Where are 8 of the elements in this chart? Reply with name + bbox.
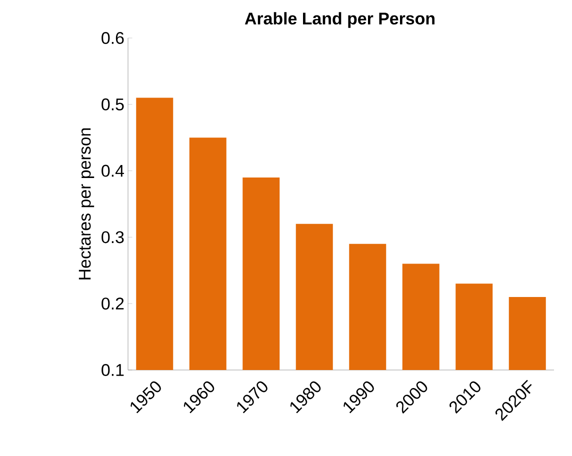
chart-title: Arable Land per Person [244,12,434,28]
y-tick-label: 0.3 [102,231,124,244]
y-tick-label: 0.4 [102,164,124,177]
y-tick-label: 0.2 [102,298,124,310]
y-tick-label: 0.6 [102,32,124,44]
y-tick-label: 0.5 [102,98,124,110]
y-tick-label: 0.1 [102,364,124,376]
y-axis-title: Hectares per person [78,128,94,280]
